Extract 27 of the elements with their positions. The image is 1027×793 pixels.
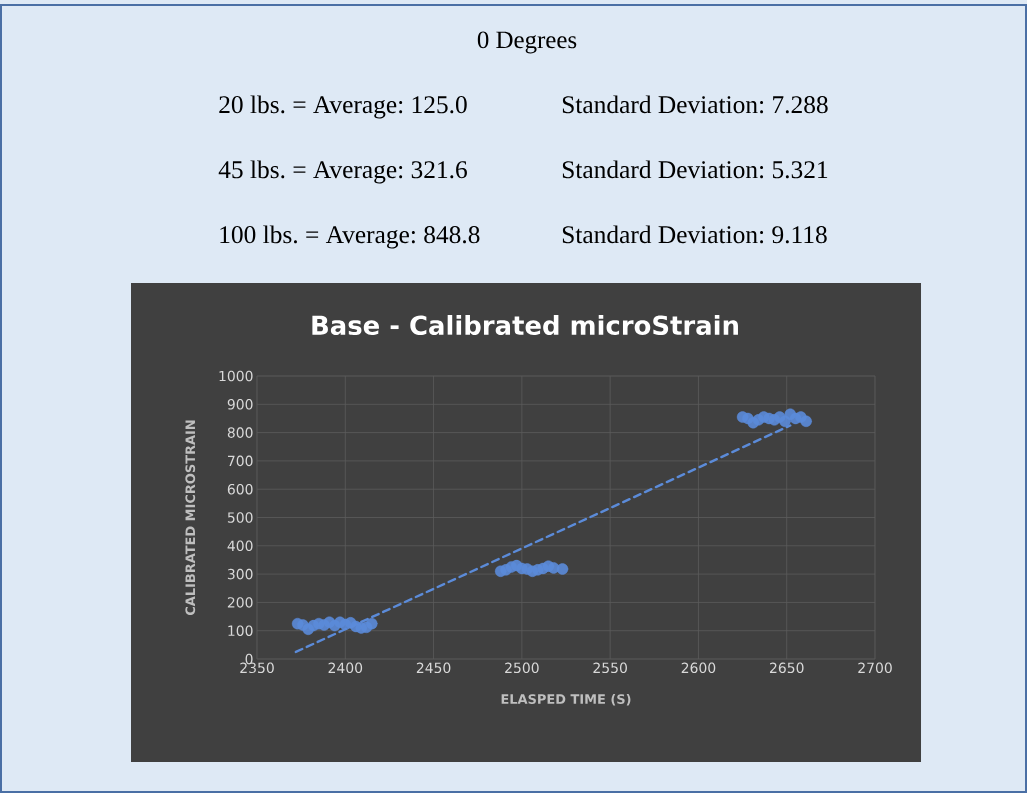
y-tick-label: 600 <box>227 483 253 495</box>
y-axis-title: CALIBRATED MICROSTRAIN <box>185 420 196 616</box>
x-tick-label: 2600 <box>681 662 716 674</box>
text: 0 Degrees <box>477 31 577 54</box>
x-tick-label: 2500 <box>505 662 539 674</box>
y-tick-label: 900 <box>227 399 253 410</box>
x-tick-label: 2550 <box>593 662 627 674</box>
y-tick-label: 200 <box>227 597 253 608</box>
y-tick-label: 800 <box>227 427 253 438</box>
y-tick-label: 700 <box>228 455 253 467</box>
y-tick-label: 100 <box>228 625 253 636</box>
x-tick-label: 2450 <box>416 662 451 674</box>
x-axis-title: ELASPED TIME (S) <box>501 693 631 706</box>
text: 100 lbs. = Average: 848.8 <box>220 225 480 249</box>
y-tick-label: 300 <box>227 568 253 580</box>
text: Standard Deviation: 5.321 <box>562 160 828 179</box>
chart-title: Base - Calibrated microStrain <box>312 314 738 336</box>
text: 45 lbs. = Average: 321.6 <box>218 160 467 184</box>
x-tick-label: 2400 <box>328 662 363 674</box>
y-tick-label: 1000 <box>219 370 253 382</box>
text: Standard Deviation: 7.288 <box>562 95 828 114</box>
text: Standard Deviation: 9.118 <box>562 225 827 244</box>
x-tick-label: 2700 <box>858 662 892 674</box>
y-tick-label: 400 <box>227 540 253 552</box>
x-tick-label: 2650 <box>769 662 804 674</box>
text: 20 lbs. = Average: 125.0 <box>219 95 467 119</box>
y-tick-label: 500 <box>227 512 253 523</box>
